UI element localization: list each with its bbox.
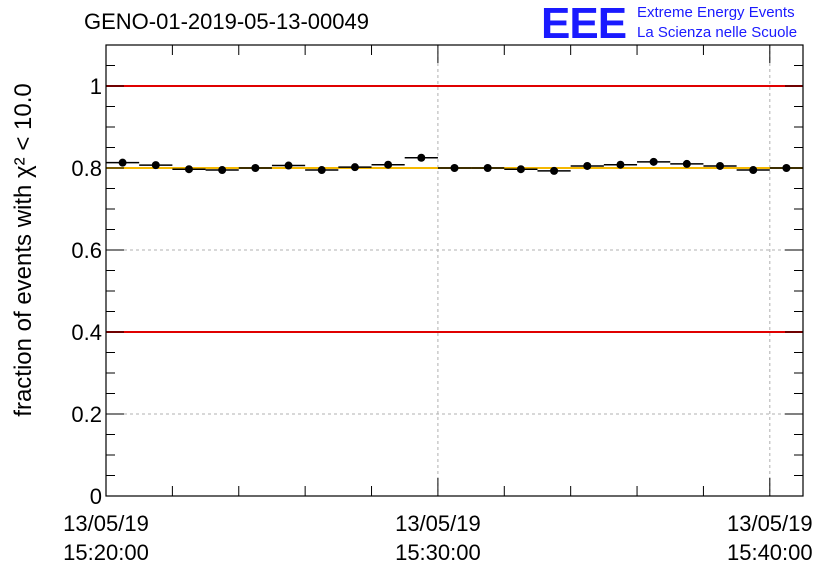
x-tick-label-date: 13/05/19 [395, 511, 481, 536]
data-point [384, 160, 393, 169]
logo-caption-line2: La Scienza nelle Scuole [637, 24, 798, 41]
x-tick-label-time: 15:30:00 [395, 540, 481, 565]
data-point [151, 161, 160, 170]
x-tick-label-date: 13/05/19 [63, 511, 149, 536]
data-point [649, 157, 658, 166]
logo-caption-line1: Extreme Energy Events [637, 4, 795, 21]
axes: 0 0.2 0.4 0.6 0.8 1 13/05/19 15:20:00 13/05/19 15… [63, 44, 813, 565]
data-point [218, 166, 227, 175]
data-point [317, 166, 326, 175]
y-axis-label: fraction of events with χ² < 10.0 [10, 83, 37, 416]
x-tick-label-time: 15:20:00 [63, 540, 149, 565]
data-point [716, 161, 725, 170]
x-tick-label-time: 15:40:00 [727, 540, 813, 565]
data-point [616, 160, 625, 169]
data-point [350, 163, 359, 172]
data-point [118, 158, 127, 167]
plot-frame [105, 44, 804, 497]
y-tick-label: 0.8 [71, 156, 102, 181]
data-point [749, 166, 758, 175]
y-tick-label: 1 [90, 74, 102, 99]
eee-logo: EEE [541, 0, 627, 48]
y-tick-label: 0.6 [71, 238, 102, 263]
data-point [417, 153, 426, 162]
data-point [450, 164, 459, 172]
y-tick-label: 0 [90, 484, 102, 509]
data-point [284, 161, 293, 170]
data-point [516, 165, 525, 174]
grid-layer [105, 45, 803, 496]
chart-title: GENO-01-2019-05-13-00049 [84, 9, 369, 34]
data-points [106, 153, 803, 175]
y-tick-label: 0.2 [71, 402, 102, 427]
x-tick-label-date: 13/05/19 [727, 511, 813, 536]
data-point [583, 161, 592, 170]
reference-lines [106, 85, 803, 333]
data-point [550, 166, 559, 175]
data-point [251, 164, 260, 172]
data-point [483, 164, 492, 172]
y-tick-label: 0.4 [71, 320, 102, 345]
data-point [782, 164, 791, 172]
data-point [682, 159, 691, 168]
data-point [184, 165, 193, 174]
